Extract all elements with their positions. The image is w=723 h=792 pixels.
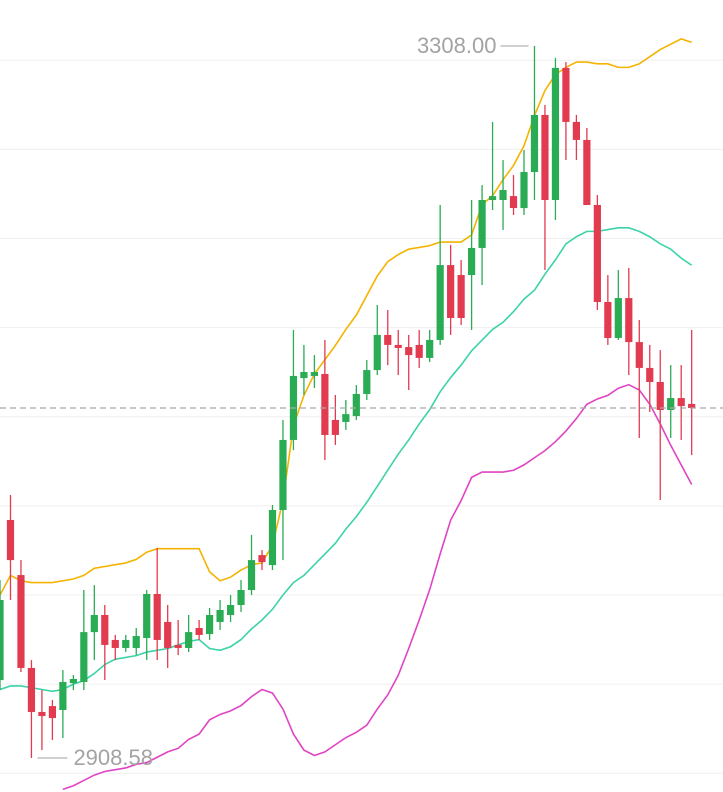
candle-body — [436, 265, 444, 340]
candle-body — [509, 196, 518, 209]
candle-body — [143, 593, 151, 638]
candle-body — [478, 200, 486, 248]
candle-body — [132, 636, 140, 648]
candle-body — [48, 706, 56, 719]
candle-body — [206, 614, 214, 635]
candle-body — [174, 644, 182, 648]
candle-body — [688, 403, 696, 409]
candle-body — [614, 298, 622, 338]
candle-body — [499, 190, 507, 201]
candle-body — [635, 342, 643, 368]
band-line — [0, 37, 692, 596]
candle-body — [405, 347, 413, 356]
candle-body — [80, 632, 88, 683]
candle-body — [384, 334, 392, 345]
candle-body — [352, 393, 360, 417]
candle-body — [237, 590, 245, 606]
candle-body — [27, 667, 36, 712]
candle-body — [247, 560, 256, 591]
candle-body — [551, 67, 560, 201]
candle-body — [342, 414, 350, 422]
candle-body — [122, 639, 130, 648]
candle-body — [562, 67, 570, 122]
candle-body — [310, 372, 318, 376]
candle-body — [583, 139, 591, 205]
candle-body — [530, 114, 539, 173]
candle-body — [111, 639, 119, 648]
candle-body — [625, 298, 633, 343]
candle-body — [447, 265, 455, 319]
candle-body — [17, 575, 25, 668]
candle-body — [90, 614, 98, 633]
candle-body — [268, 509, 277, 566]
candle-body — [101, 614, 109, 645]
candle-body — [426, 339, 434, 358]
candle-body — [363, 370, 371, 394]
candle-body — [667, 398, 675, 410]
candle-body — [457, 275, 465, 319]
candle-body — [258, 555, 266, 563]
candle-body — [415, 344, 423, 358]
candle-body — [216, 609, 224, 622]
candle-body — [468, 247, 476, 276]
band-line — [62, 383, 693, 791]
candle-body — [488, 196, 497, 201]
candle-body — [164, 621, 172, 648]
candle-body — [153, 593, 161, 640]
candle-body — [300, 372, 308, 379]
candle-body — [373, 334, 381, 371]
candle-body — [604, 301, 612, 338]
candle-body — [59, 682, 67, 711]
candle-body — [677, 398, 685, 407]
candle-body — [520, 172, 528, 209]
candle-body — [279, 439, 287, 510]
candle-body — [321, 373, 329, 435]
candle-body — [185, 632, 193, 648]
candle-body — [572, 121, 580, 140]
candle-body — [38, 711, 46, 717]
candle-body — [226, 605, 235, 615]
candle-body — [541, 114, 549, 201]
candle-body — [656, 382, 664, 410]
candle-body — [646, 367, 654, 383]
candle-body — [394, 344, 402, 348]
min-marker-label: 2908.58 — [73, 745, 153, 770]
candle-body — [6, 519, 15, 561]
candle-body — [593, 204, 601, 302]
candle-body — [331, 419, 339, 435]
candle-body — [69, 678, 77, 684]
max-marker-label: 3308.00 — [417, 33, 497, 58]
candle-body — [195, 628, 203, 635]
candle-body — [0, 600, 4, 681]
